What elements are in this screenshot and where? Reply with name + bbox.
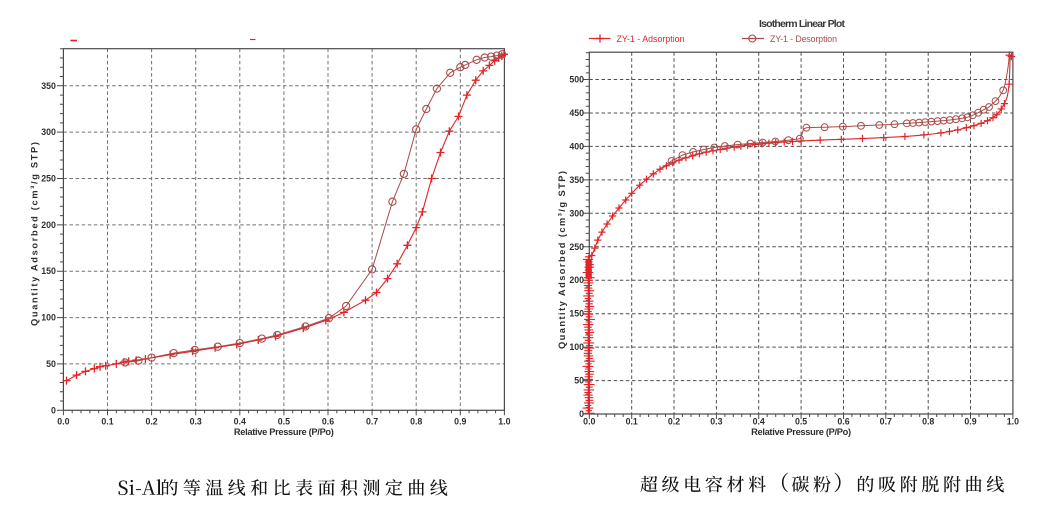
svg-text:0.4: 0.4 — [753, 417, 765, 427]
svg-text:1.0: 1.0 — [1007, 417, 1019, 427]
svg-text:Relative Pressure (P/Po): Relative Pressure (P/Po) — [751, 427, 851, 437]
svg-text:150: 150 — [41, 266, 56, 276]
svg-text:Quantity Adsorbed (cm³/g STP): Quantity Adsorbed (cm³/g STP) — [30, 142, 40, 326]
svg-text:0: 0 — [51, 405, 56, 415]
svg-text:0.0: 0.0 — [583, 417, 595, 427]
svg-text:200: 200 — [569, 275, 584, 285]
svg-text:0.2: 0.2 — [145, 417, 157, 427]
svg-text:1.0: 1.0 — [498, 417, 510, 427]
svg-text:0.7: 0.7 — [366, 417, 378, 427]
svg-text:100: 100 — [41, 313, 56, 323]
svg-text:0.8: 0.8 — [410, 417, 422, 427]
svg-text:0.5: 0.5 — [795, 417, 807, 427]
svg-text:200: 200 — [41, 220, 56, 230]
svg-text:Quantity Adsorbed (cm³/g STP): Quantity Adsorbed (cm³/g STP) — [557, 171, 567, 349]
svg-text:500: 500 — [569, 75, 584, 85]
svg-text:0.6: 0.6 — [837, 417, 849, 427]
svg-text:50: 50 — [574, 376, 584, 386]
svg-text:0.1: 0.1 — [101, 417, 113, 427]
svg-text:350: 350 — [41, 81, 56, 91]
svg-text:400: 400 — [569, 141, 584, 151]
svg-text:0.1: 0.1 — [626, 417, 638, 427]
svg-text:0.6: 0.6 — [322, 417, 334, 427]
svg-text:300: 300 — [569, 208, 584, 218]
svg-text:0.3: 0.3 — [710, 417, 722, 427]
svg-text:50: 50 — [46, 359, 56, 369]
svg-text:0: 0 — [579, 409, 584, 419]
svg-text:0.8: 0.8 — [922, 417, 934, 427]
svg-text:0.7: 0.7 — [880, 417, 892, 427]
svg-text:0.9: 0.9 — [964, 417, 976, 427]
svg-text:0.5: 0.5 — [278, 417, 290, 427]
svg-text:150: 150 — [569, 309, 584, 319]
svg-text:100: 100 — [569, 342, 584, 352]
svg-text:250: 250 — [569, 242, 584, 252]
svg-text:ZY-1 - Desorption: ZY-1 - Desorption — [770, 34, 837, 44]
svg-text:250: 250 — [41, 174, 56, 184]
svg-text:Isotherm Linear Plot: Isotherm Linear Plot — [759, 18, 846, 30]
svg-text:ZY-1 - Adsorption: ZY-1 - Adsorption — [617, 34, 685, 44]
svg-text:0.0: 0.0 — [57, 417, 69, 427]
svg-text:300: 300 — [41, 127, 56, 137]
svg-text:0.9: 0.9 — [454, 417, 466, 427]
svg-text:Relative Pressure (P/Po): Relative Pressure (P/Po) — [234, 427, 334, 437]
svg-text:450: 450 — [569, 108, 584, 118]
svg-text:0.2: 0.2 — [668, 417, 680, 427]
svg-text:0.4: 0.4 — [234, 417, 246, 427]
svg-text:350: 350 — [569, 175, 584, 185]
svg-text:0.3: 0.3 — [190, 417, 202, 427]
